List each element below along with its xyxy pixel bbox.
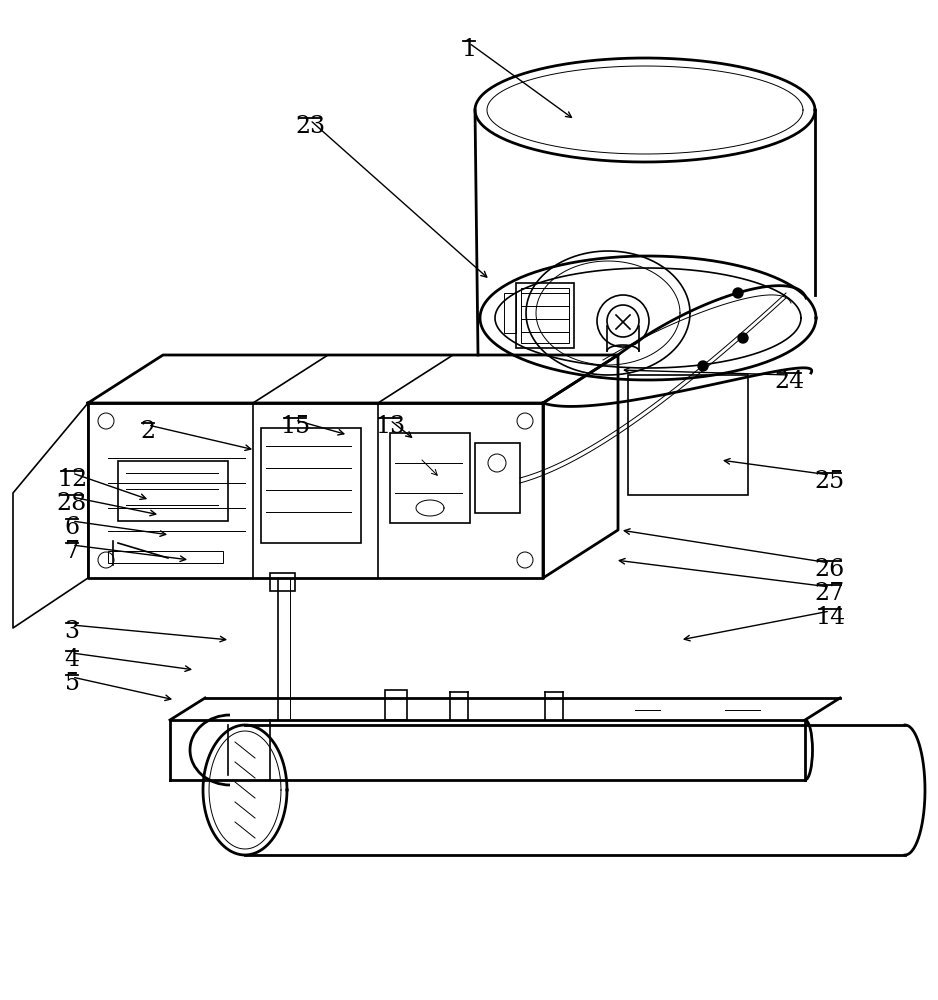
- Circle shape: [733, 288, 743, 298]
- Text: 26: 26: [815, 558, 845, 581]
- Text: 13: 13: [375, 415, 405, 438]
- Circle shape: [698, 361, 708, 371]
- Text: 7: 7: [65, 540, 80, 563]
- Text: 3: 3: [65, 620, 80, 643]
- Text: 1: 1: [461, 38, 477, 61]
- Text: 15: 15: [280, 415, 310, 438]
- Text: 25: 25: [815, 470, 845, 493]
- Text: 27: 27: [815, 582, 845, 605]
- Text: 14: 14: [815, 606, 845, 629]
- Text: 28: 28: [57, 492, 87, 515]
- Circle shape: [738, 333, 748, 343]
- Text: 12: 12: [57, 468, 87, 491]
- Text: 24: 24: [775, 370, 805, 393]
- Text: 5: 5: [65, 672, 80, 695]
- Text: 23: 23: [295, 115, 325, 138]
- Text: 4: 4: [65, 648, 80, 671]
- Text: 2: 2: [141, 420, 156, 443]
- Text: 6: 6: [65, 516, 80, 539]
